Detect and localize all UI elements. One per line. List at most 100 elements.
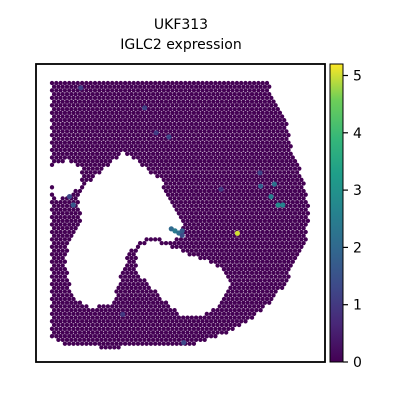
tissue-spot bbox=[243, 214, 248, 220]
tissue-spot bbox=[236, 129, 242, 134]
tissue-spot bbox=[79, 304, 85, 309]
tissue-spot bbox=[51, 99, 57, 104]
tissue-spot bbox=[125, 270, 130, 276]
tissue-spot bbox=[105, 95, 111, 101]
tissue-spot bbox=[92, 326, 98, 331]
tissue-spot bbox=[140, 110, 145, 115]
tissue-spot bbox=[120, 330, 126, 335]
tissue-spot bbox=[86, 121, 91, 127]
tissue-spot bbox=[67, 80, 72, 86]
tissue-spot bbox=[146, 151, 151, 156]
tissue-spot bbox=[226, 162, 231, 168]
tissue-spot bbox=[176, 129, 182, 134]
tissue-spot bbox=[97, 147, 102, 153]
tissue-spot bbox=[271, 106, 276, 112]
tissue-spot bbox=[71, 304, 76, 309]
tissue-spot bbox=[82, 106, 87, 112]
tissue-spot bbox=[129, 151, 134, 156]
tissue-spot bbox=[137, 300, 143, 305]
tissue-spot bbox=[204, 140, 209, 145]
tissue-spot bbox=[247, 110, 252, 115]
tissue-spot bbox=[101, 110, 106, 115]
tissue-spot bbox=[196, 192, 201, 197]
tissue-spot bbox=[262, 196, 268, 201]
tissue-spot bbox=[103, 308, 108, 313]
tissue-spot bbox=[161, 311, 166, 317]
tissue-spot bbox=[234, 155, 240, 160]
tissue-spot bbox=[215, 248, 220, 253]
tissue-spot bbox=[258, 121, 263, 127]
tissue-spot bbox=[185, 248, 190, 253]
tissue-spot bbox=[213, 110, 218, 115]
tissue-spot bbox=[105, 88, 111, 93]
tissue-spot bbox=[146, 114, 151, 119]
tissue-spot bbox=[110, 147, 115, 153]
tissue-spot bbox=[243, 237, 248, 242]
tissue-spot bbox=[258, 106, 263, 112]
tissue-spot bbox=[99, 159, 104, 164]
tissue-spot bbox=[275, 136, 280, 142]
tissue-spot bbox=[79, 334, 85, 339]
tissue-spot bbox=[144, 155, 149, 160]
tissue-spot bbox=[230, 207, 235, 212]
tissue-spot bbox=[254, 233, 259, 238]
tissue-spot bbox=[224, 226, 229, 231]
tissue-spot bbox=[260, 132, 265, 138]
tissue-spot bbox=[118, 103, 123, 108]
tissue-spot bbox=[221, 214, 227, 220]
tissue-spot bbox=[279, 263, 285, 268]
tissue-spot bbox=[277, 118, 283, 123]
tissue-spot bbox=[284, 233, 289, 238]
tissue-spot bbox=[269, 237, 274, 242]
tissue-spot bbox=[213, 155, 218, 160]
tissue-spot bbox=[62, 207, 68, 212]
tissue-spot bbox=[297, 226, 302, 231]
tissue-spot bbox=[77, 315, 83, 320]
tissue-spot bbox=[69, 233, 74, 238]
tissue-spot bbox=[224, 330, 229, 335]
tissue-spot bbox=[196, 244, 201, 249]
tissue-spot bbox=[279, 240, 285, 246]
tissue-spot bbox=[219, 203, 225, 209]
tissue-spot bbox=[279, 211, 285, 216]
tissue-spot bbox=[114, 88, 119, 93]
tissue-spot bbox=[133, 322, 138, 328]
tissue-spot bbox=[282, 185, 287, 190]
tissue-spot bbox=[219, 308, 225, 313]
tissue-spot bbox=[219, 84, 225, 89]
tissue-spot bbox=[56, 285, 61, 290]
tissue-spot bbox=[193, 211, 199, 216]
tissue-spot bbox=[107, 308, 113, 313]
tissue-spot bbox=[219, 129, 225, 134]
tissue-spot bbox=[92, 118, 98, 123]
tissue-spot bbox=[230, 88, 235, 93]
tissue-spot bbox=[226, 110, 231, 115]
tissue-spot bbox=[267, 106, 272, 112]
tissue-spot bbox=[249, 240, 255, 246]
tissue-spot bbox=[114, 118, 119, 123]
tissue-spot bbox=[234, 147, 240, 153]
tissue-spot bbox=[258, 151, 263, 156]
tissue-spot bbox=[247, 177, 252, 182]
tissue-spot bbox=[77, 211, 83, 216]
tissue-spot bbox=[92, 341, 98, 346]
tissue-spot bbox=[142, 278, 147, 283]
tissue-spot bbox=[125, 121, 130, 127]
tissue-spot bbox=[60, 211, 65, 216]
tissue-spot bbox=[243, 222, 248, 227]
tissue-spot bbox=[279, 248, 285, 253]
tissue-spot bbox=[256, 88, 261, 93]
tissue-spot bbox=[148, 237, 154, 242]
tissue-spot bbox=[279, 188, 285, 194]
tissue-spot bbox=[51, 144, 57, 149]
tissue-spot bbox=[153, 162, 158, 168]
tissue-spot bbox=[82, 144, 87, 149]
tissue-spot bbox=[286, 259, 291, 264]
tissue-spot bbox=[254, 300, 259, 305]
tissue-spot bbox=[254, 92, 259, 97]
tissue-spot bbox=[58, 132, 63, 138]
tissue-spot bbox=[135, 103, 141, 108]
tissue-spot bbox=[157, 147, 162, 153]
tissue-spot bbox=[193, 144, 199, 149]
